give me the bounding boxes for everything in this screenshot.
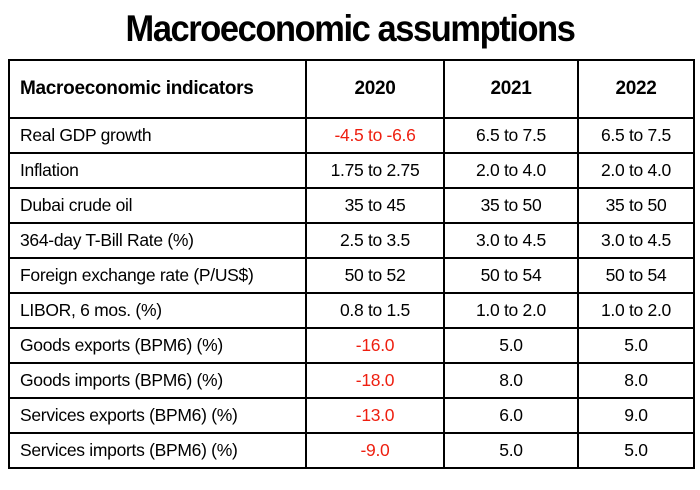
column-header-2022: 2022 (577, 59, 695, 119)
row-label: 364-day T-Bill Rate (%) (8, 222, 307, 259)
table-row: Goods exports (BPM6) (%) -16.0 5.0 5.0 (8, 327, 695, 364)
value-2022: 8.0 (577, 362, 695, 399)
value-2020: -4.5 to -6.6 (305, 117, 445, 154)
value-2022: 6.5 to 7.5 (577, 117, 695, 154)
value-2021: 6.5 to 7.5 (443, 117, 579, 154)
value-2021: 1.0 to 2.0 (443, 292, 579, 329)
value-2020: 2.5 to 3.5 (305, 222, 445, 259)
value-2021: 3.0 to 4.5 (443, 222, 579, 259)
table-body: Real GDP growth -4.5 to -6.6 6.5 to 7.5 … (8, 117, 695, 469)
value-2022: 3.0 to 4.5 (577, 222, 695, 259)
page-title: Macroeconomic assumptions (125, 8, 576, 49)
value-2020: 0.8 to 1.5 (305, 292, 445, 329)
row-label: Foreign exchange rate (P/US$) (8, 257, 307, 294)
row-label: Goods imports (BPM6) (%) (8, 362, 307, 399)
row-label: Services imports (BPM6) (%) (8, 432, 307, 469)
row-label: LIBOR, 6 mos. (%) (8, 292, 307, 329)
value-2021: 35 to 50 (443, 187, 579, 224)
value-2021: 8.0 (443, 362, 579, 399)
table-header: Macroeconomic indicators 2020 2021 2022 (8, 59, 695, 119)
column-header-indicators: Macroeconomic indicators (8, 59, 307, 119)
row-label: Goods exports (BPM6) (%) (8, 327, 307, 364)
table-row: Inflation 1.75 to 2.75 2.0 to 4.0 2.0 to… (8, 152, 695, 189)
value-2020: 35 to 45 (305, 187, 445, 224)
value-2021: 6.0 (443, 397, 579, 434)
table-row: Services exports (BPM6) (%) -13.0 6.0 9.… (8, 397, 695, 434)
value-2022: 1.0 to 2.0 (577, 292, 695, 329)
column-header-2021: 2021 (443, 59, 579, 119)
table-row: 364-day T-Bill Rate (%) 2.5 to 3.5 3.0 t… (8, 222, 695, 259)
column-header-2020: 2020 (305, 59, 445, 119)
row-label: Inflation (8, 152, 307, 189)
value-2020: 1.75 to 2.75 (305, 152, 445, 189)
value-2021: 50 to 54 (443, 257, 579, 294)
value-2020: -16.0 (305, 327, 445, 364)
value-2022: 2.0 to 4.0 (577, 152, 695, 189)
table-row: LIBOR, 6 mos. (%) 0.8 to 1.5 1.0 to 2.0 … (8, 292, 695, 329)
value-2022: 5.0 (577, 432, 695, 469)
value-2022: 50 to 54 (577, 257, 695, 294)
value-2021: 5.0 (443, 432, 579, 469)
value-2020: -13.0 (305, 397, 445, 434)
value-2022: 35 to 50 (577, 187, 695, 224)
value-2020: -18.0 (305, 362, 445, 399)
macro-assumptions-table: Macroeconomic indicators 2020 2021 2022 … (8, 59, 695, 469)
table-row: Dubai crude oil 35 to 45 35 to 50 35 to … (8, 187, 695, 224)
value-2021: 5.0 (443, 327, 579, 364)
value-2020: -9.0 (305, 432, 445, 469)
value-2021: 2.0 to 4.0 (443, 152, 579, 189)
table-row: Services imports (BPM6) (%) -9.0 5.0 5.0 (8, 432, 695, 469)
row-label: Real GDP growth (8, 117, 307, 154)
table-row: Real GDP growth -4.5 to -6.6 6.5 to 7.5 … (8, 117, 695, 154)
header-row: Macroeconomic indicators 2020 2021 2022 (8, 59, 695, 119)
value-2022: 5.0 (577, 327, 695, 364)
value-2022: 9.0 (577, 397, 695, 434)
value-2020: 50 to 52 (305, 257, 445, 294)
table-row: Foreign exchange rate (P/US$) 50 to 52 5… (8, 257, 695, 294)
row-label: Services exports (BPM6) (%) (8, 397, 307, 434)
table-row: Goods imports (BPM6) (%) -18.0 8.0 8.0 (8, 362, 695, 399)
row-label: Dubai crude oil (8, 187, 307, 224)
